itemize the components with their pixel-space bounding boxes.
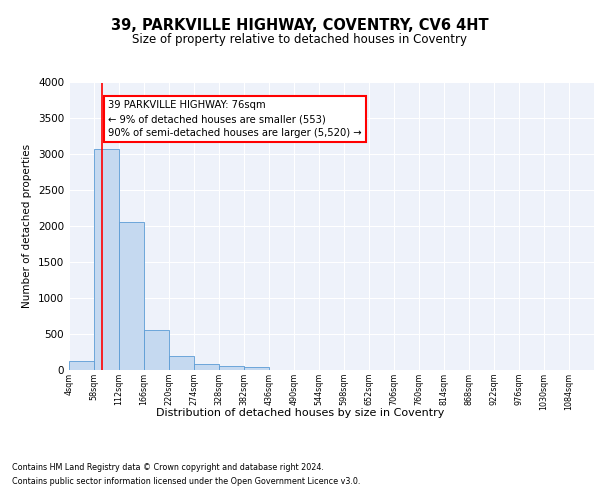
Bar <box>119 222 144 370</box>
Bar <box>219 366 244 370</box>
Bar <box>69 360 94 370</box>
Bar <box>244 367 269 370</box>
Text: Contains HM Land Registry data © Crown copyright and database right 2024.: Contains HM Land Registry data © Crown c… <box>12 463 324 472</box>
Bar <box>194 364 219 370</box>
Text: Contains public sector information licensed under the Open Government Licence v3: Contains public sector information licen… <box>12 476 361 486</box>
Text: Size of property relative to detached houses in Coventry: Size of property relative to detached ho… <box>133 32 467 46</box>
Bar <box>94 148 119 370</box>
Bar <box>169 356 194 370</box>
Text: 39, PARKVILLE HIGHWAY, COVENTRY, CV6 4HT: 39, PARKVILLE HIGHWAY, COVENTRY, CV6 4HT <box>111 18 489 32</box>
Bar <box>144 330 169 370</box>
Y-axis label: Number of detached properties: Number of detached properties <box>22 144 32 308</box>
Text: 39 PARKVILLE HIGHWAY: 76sqm
← 9% of detached houses are smaller (553)
90% of sem: 39 PARKVILLE HIGHWAY: 76sqm ← 9% of deta… <box>108 100 362 138</box>
Text: Distribution of detached houses by size in Coventry: Distribution of detached houses by size … <box>156 408 444 418</box>
